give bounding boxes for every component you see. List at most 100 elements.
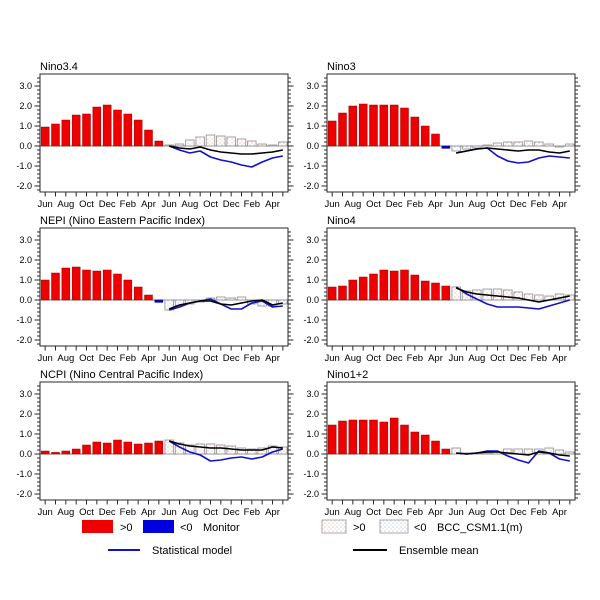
- legend-monitor-negative-label: <0: [180, 522, 193, 534]
- x-tick-label: Aug: [57, 507, 74, 518]
- panel-title-group: Nino4: [327, 215, 356, 227]
- panel-title-group: Nino1+2: [327, 369, 368, 381]
- y-axis-ticks: 3.0 2.0 1.0 0.0 -1.0 -2.0: [16, 77, 294, 191]
- y-tick-label: -2.0: [16, 335, 32, 345]
- x-tick-label: Jun: [449, 507, 464, 518]
- y-tick-label: -2.0: [303, 489, 319, 499]
- x-tick-label: Feb: [531, 353, 547, 364]
- y-axis-ticks: 3.0 2.0 1.0 0.0 -1.0 -2.0: [303, 231, 581, 345]
- legend: >0 <0 Monitor >0 <0 BCC_CSM1.1(m) Statis…: [82, 519, 523, 557]
- legend-bcc-positive-swatch: [321, 519, 347, 534]
- panel-title: Nino4: [327, 215, 356, 227]
- month-labels: Jun Aug Oct Dec Feb Apr Jun Aug Oct Dec Feb Apr: [38, 353, 280, 364]
- x-axis-ticks: [331, 500, 571, 505]
- ensemble-mean-line: [455, 287, 570, 303]
- y-tick-label: 2.0: [306, 409, 319, 419]
- x-tick-label: Feb: [244, 353, 260, 364]
- x-tick-label: Feb: [407, 353, 423, 364]
- monitor-bars: [40, 104, 164, 147]
- legend-ensemble-mean-label: Ensemble mean: [399, 545, 479, 557]
- x-tick-label: Dec: [510, 507, 527, 518]
- y-tick-label: -1.0: [303, 469, 319, 479]
- x-tick-label: Aug: [344, 199, 361, 210]
- panel-nepi: 3.0 2.0 1.0 0.0 -1.0 -2.0 Jun Aug Oct Dec Feb Apr Ju…: [3, 212, 301, 366]
- x-tick-label: Oct: [79, 199, 94, 210]
- x-tick-label: Jun: [449, 353, 464, 364]
- x-tick-label: Apr: [265, 507, 280, 518]
- x-tick-label: Dec: [99, 353, 116, 364]
- month-labels: Jun Aug Oct Dec Feb Apr Jun Aug Oct Dec Feb Apr: [38, 199, 280, 210]
- x-tick-label: Aug: [344, 353, 361, 364]
- x-tick-label: Feb: [120, 507, 136, 518]
- panel-nino1-2: 3.0 2.0 1.0 0.0 -1.0 -2.0 Jun Aug Oct Dec Feb Apr Ju…: [290, 366, 588, 520]
- y-axis-ticks: 3.0 2.0 1.0 0.0 -1.0 -2.0: [16, 231, 294, 345]
- panel-title-group: NCPI (Nino Central Pacific Index): [40, 369, 203, 381]
- panel-ncpi: 3.0 2.0 1.0 0.0 -1.0 -2.0 Jun Aug Oct Dec Feb Apr Ju…: [3, 366, 301, 520]
- x-tick-label: Apr: [428, 199, 443, 210]
- x-axis-ticks: [331, 346, 571, 351]
- monitor-bars: [40, 439, 164, 455]
- x-tick-label: Aug: [468, 199, 485, 210]
- statistical-model-line: [455, 286, 571, 310]
- x-tick-label: Apr: [552, 353, 567, 364]
- x-tick-label: Dec: [99, 507, 116, 518]
- x-tick-label: Apr: [141, 199, 156, 210]
- y-tick-label: -1.0: [16, 469, 32, 479]
- panel-nino3: 3.0 2.0 1.0 0.0 -1.0 -2.0 Jun Aug Oct Dec Feb Apr Ju…: [290, 58, 588, 212]
- x-tick-label: Feb: [407, 507, 423, 518]
- x-tick-label: Dec: [99, 199, 116, 210]
- panel-title-group: Nino3: [327, 61, 356, 73]
- y-tick-label: 1.0: [306, 275, 319, 285]
- month-labels: Jun Aug Oct Dec Feb Apr Jun Aug Oct Dec Feb Apr: [325, 353, 567, 364]
- y-axis-ticks: 3.0 2.0 1.0 0.0 -1.0 -2.0: [16, 385, 294, 499]
- month-labels: Jun Aug Oct Dec Feb Apr Jun Aug Oct Dec Feb Apr: [38, 507, 280, 518]
- legend-bcc-negative-label: <0: [414, 522, 427, 534]
- statistical-model-line: [168, 145, 283, 168]
- x-tick-label: Dec: [510, 199, 527, 210]
- x-tick-label: Jun: [162, 199, 177, 210]
- monitor-bars: [327, 269, 451, 301]
- x-tick-label: Jun: [38, 507, 53, 518]
- plot-frame: [39, 381, 289, 501]
- monitor-bars: [327, 417, 451, 455]
- y-tick-label: 2.0: [306, 101, 319, 111]
- x-tick-label: Feb: [244, 507, 260, 518]
- x-tick-label: Oct: [203, 507, 218, 518]
- y-tick-label: 0.0: [306, 141, 319, 151]
- x-tick-label: Aug: [181, 199, 198, 210]
- x-tick-label: Aug: [57, 353, 74, 364]
- y-tick-label: -2.0: [16, 489, 32, 499]
- y-axis-ticks: 3.0 2.0 1.0 0.0 -1.0 -2.0: [303, 385, 581, 499]
- x-tick-label: Apr: [265, 199, 280, 210]
- y-tick-label: -1.0: [16, 161, 32, 171]
- x-tick-label: Oct: [79, 353, 94, 364]
- y-axis-ticks: 3.0 2.0 1.0 0.0 -1.0 -2.0: [303, 77, 581, 191]
- x-tick-label: Dec: [510, 353, 527, 364]
- panel-title: Nino3: [327, 61, 356, 73]
- y-tick-label: 3.0: [306, 389, 319, 399]
- x-tick-label: Jun: [325, 353, 340, 364]
- legend-bcc-positive-label: >0: [353, 522, 366, 534]
- statistical-model-line: [168, 440, 284, 462]
- legend-monitor-positive-swatch: [82, 520, 113, 533]
- x-tick-label: Apr: [552, 507, 567, 518]
- x-tick-label: Jun: [162, 353, 177, 364]
- x-tick-label: Feb: [407, 199, 423, 210]
- y-tick-label: 0.0: [19, 449, 32, 459]
- y-tick-label: -1.0: [16, 315, 32, 325]
- ensemble-mean-line: [168, 299, 283, 310]
- x-tick-label: Feb: [244, 199, 260, 210]
- x-tick-label: Oct: [203, 353, 218, 364]
- x-tick-label: Oct: [490, 507, 505, 518]
- y-tick-label: -2.0: [303, 181, 319, 191]
- plot-frame: [39, 227, 289, 347]
- x-tick-label: Jun: [162, 507, 177, 518]
- monitor-bars: [327, 103, 451, 149]
- legend-monitor-negative-swatch: [143, 520, 174, 533]
- y-tick-label: 3.0: [19, 81, 32, 91]
- month-labels: Jun Aug Oct Dec Feb Apr Jun Aug Oct Dec Feb Apr: [325, 199, 567, 210]
- y-tick-label: 0.0: [19, 295, 32, 305]
- y-tick-label: 1.0: [19, 275, 32, 285]
- x-tick-label: Aug: [181, 353, 198, 364]
- y-tick-label: 1.0: [306, 121, 319, 131]
